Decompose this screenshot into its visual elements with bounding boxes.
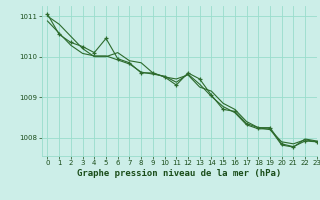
X-axis label: Graphe pression niveau de la mer (hPa): Graphe pression niveau de la mer (hPa) [77,169,281,178]
